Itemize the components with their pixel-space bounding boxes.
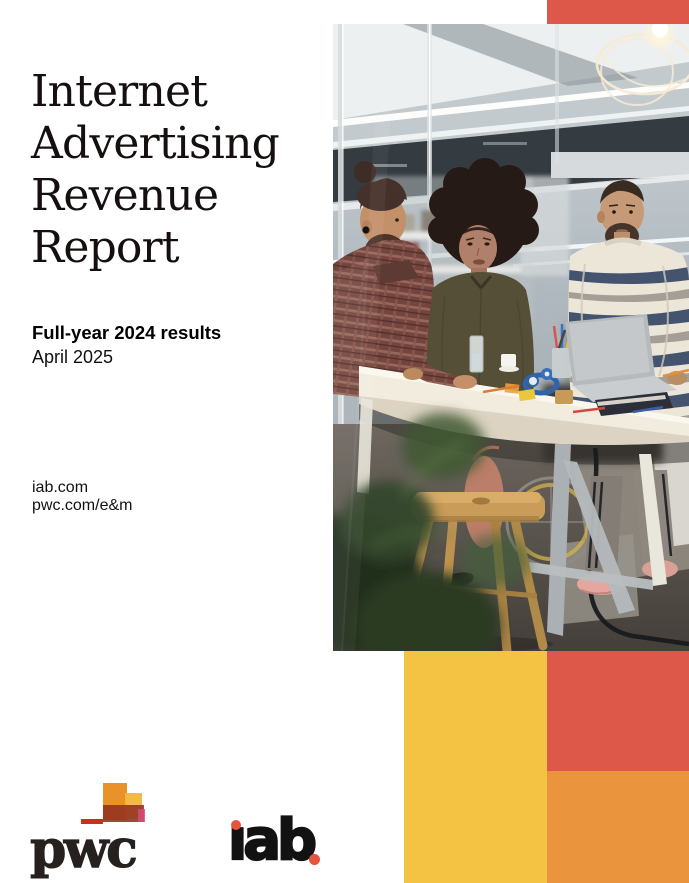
title-line-3: Revenue	[31, 170, 219, 221]
left-man-forearm	[381, 324, 466, 388]
accent-rect-top-coral	[547, 0, 689, 24]
table-legs	[357, 398, 667, 636]
title-line-1: Internet	[31, 66, 208, 117]
title-line-4: Report	[31, 222, 180, 273]
subtitle-results: Full-year 2024 results	[32, 322, 222, 343]
foreground-plant	[333, 413, 529, 651]
pwc-logo: pwc	[29, 780, 160, 880]
iab-logo: ıab	[227, 808, 338, 873]
link-pwc-com[interactable]: pwc.com/e&m	[32, 496, 133, 514]
cover-photo-illustration	[333, 24, 689, 651]
pwc-logo-maroon-block	[103, 805, 144, 822]
links-block: iab.com pwc.com/e&m	[32, 479, 132, 514]
pwc-logo-pink-block	[138, 809, 145, 822]
subtitle-block: Full-year 2024 results April 2025	[32, 321, 221, 369]
accent-rect-yellow	[404, 651, 547, 883]
iab-logo-period-dot	[309, 854, 320, 865]
accent-rect-coral	[547, 651, 689, 771]
title-line-2: Advertising	[31, 118, 280, 169]
page-title: Internet Advertising Revenue Report	[31, 66, 331, 274]
accent-rect-orange	[547, 771, 689, 883]
iab-logo-i-dot	[231, 820, 241, 830]
link-iab-com[interactable]: iab.com	[32, 479, 89, 496]
subtitle-date: April 2025	[32, 347, 114, 367]
pwc-logo-text: pwc	[29, 819, 138, 880]
cover-photo	[333, 24, 689, 651]
table-objects	[469, 314, 677, 416]
iab-logo-letters: ıab	[227, 808, 318, 873]
pwc-logo-red-bar	[81, 819, 103, 824]
